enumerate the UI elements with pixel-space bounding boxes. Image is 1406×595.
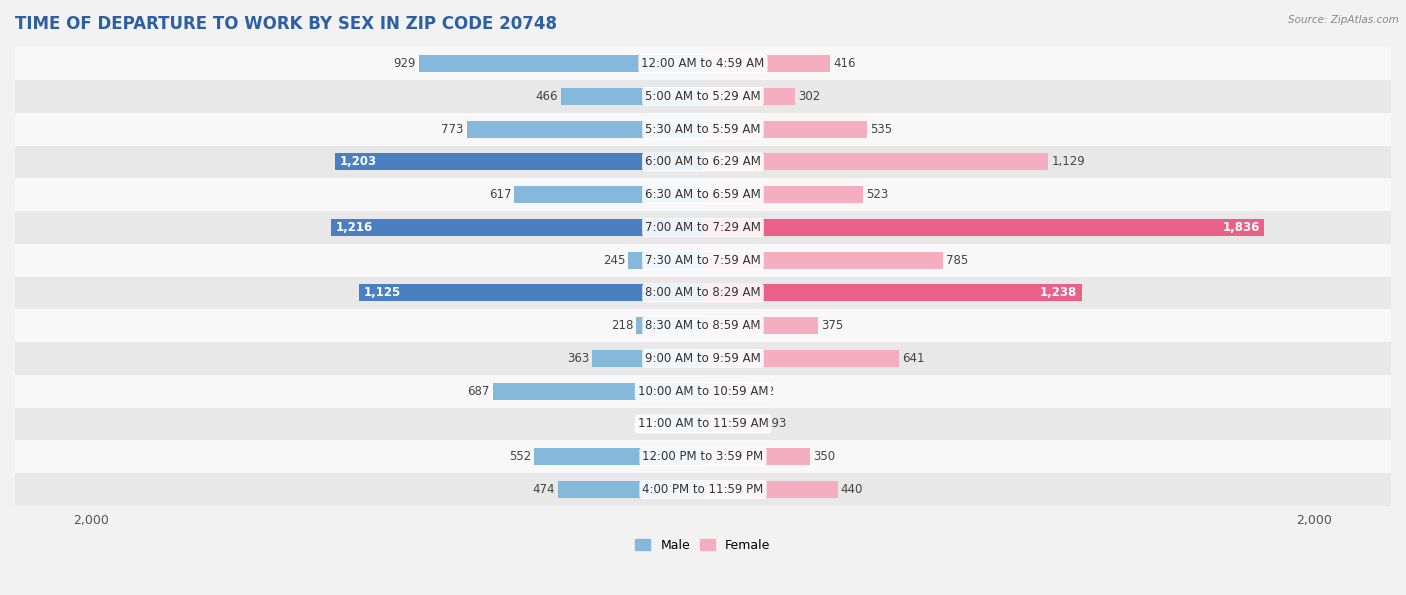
Bar — [0, 178, 1406, 211]
Text: 6:30 AM to 6:59 AM: 6:30 AM to 6:59 AM — [645, 188, 761, 201]
Bar — [703, 219, 1264, 236]
Bar — [419, 55, 703, 72]
Text: 5:00 AM to 5:29 AM: 5:00 AM to 5:29 AM — [645, 90, 761, 103]
Text: 1,238: 1,238 — [1039, 286, 1077, 299]
Text: 687: 687 — [468, 385, 489, 397]
Text: 363: 363 — [567, 352, 589, 365]
Bar — [0, 113, 1406, 146]
Bar — [0, 277, 1406, 309]
Bar — [703, 55, 830, 72]
Text: 9:00 AM to 9:59 AM: 9:00 AM to 9:59 AM — [645, 352, 761, 365]
Text: 773: 773 — [441, 123, 464, 136]
Bar — [703, 88, 796, 105]
Text: 12:00 PM to 3:59 PM: 12:00 PM to 3:59 PM — [643, 450, 763, 463]
Bar — [0, 375, 1406, 408]
Text: 7:00 AM to 7:29 AM: 7:00 AM to 7:29 AM — [645, 221, 761, 234]
Text: 12:00 AM to 4:59 AM: 12:00 AM to 4:59 AM — [641, 57, 765, 70]
Text: 4:00 PM to 11:59 PM: 4:00 PM to 11:59 PM — [643, 483, 763, 496]
Text: 5:30 AM to 5:59 AM: 5:30 AM to 5:59 AM — [645, 123, 761, 136]
Bar — [0, 473, 1406, 506]
Text: 218: 218 — [612, 319, 633, 332]
Text: 552: 552 — [509, 450, 531, 463]
Text: 929: 929 — [394, 57, 416, 70]
Text: Source: ZipAtlas.com: Source: ZipAtlas.com — [1288, 15, 1399, 25]
Bar — [592, 350, 703, 367]
Bar — [534, 448, 703, 465]
Text: 7:30 AM to 7:59 AM: 7:30 AM to 7:59 AM — [645, 253, 761, 267]
Text: 375: 375 — [821, 319, 844, 332]
Text: TIME OF DEPARTURE TO WORK BY SEX IN ZIP CODE 20748: TIME OF DEPARTURE TO WORK BY SEX IN ZIP … — [15, 15, 557, 33]
Text: 523: 523 — [866, 188, 889, 201]
Bar — [703, 317, 818, 334]
Text: 466: 466 — [534, 90, 557, 103]
Bar — [703, 154, 1049, 170]
Bar — [335, 154, 703, 170]
Legend: Male, Female: Male, Female — [630, 534, 776, 557]
Bar — [703, 350, 898, 367]
Bar — [628, 252, 703, 269]
Text: 1,216: 1,216 — [336, 221, 373, 234]
Text: 1,836: 1,836 — [1222, 221, 1260, 234]
Bar — [561, 88, 703, 105]
Bar — [0, 408, 1406, 440]
Text: 785: 785 — [946, 253, 969, 267]
Bar — [703, 186, 863, 203]
Bar — [558, 481, 703, 498]
Bar — [0, 309, 1406, 342]
Text: 1,125: 1,125 — [364, 286, 401, 299]
Text: 6:00 AM to 6:29 AM: 6:00 AM to 6:29 AM — [645, 155, 761, 168]
Bar — [332, 219, 703, 236]
Bar — [703, 383, 749, 400]
Text: 350: 350 — [813, 450, 835, 463]
Text: 8:30 AM to 8:59 AM: 8:30 AM to 8:59 AM — [645, 319, 761, 332]
Text: 416: 416 — [834, 57, 856, 70]
Bar — [0, 80, 1406, 113]
Text: 440: 440 — [841, 483, 863, 496]
Bar — [637, 317, 703, 334]
Bar — [0, 342, 1406, 375]
Bar — [0, 146, 1406, 178]
Bar — [0, 48, 1406, 80]
Bar — [0, 244, 1406, 277]
Bar — [359, 284, 703, 302]
Bar — [703, 252, 943, 269]
Bar — [703, 481, 838, 498]
Bar — [703, 448, 810, 465]
Text: 10:00 AM to 10:59 AM: 10:00 AM to 10:59 AM — [638, 385, 768, 397]
Text: 152: 152 — [752, 385, 775, 397]
Bar — [703, 284, 1081, 302]
Bar — [0, 211, 1406, 244]
Bar — [494, 383, 703, 400]
Text: 124: 124 — [640, 418, 662, 430]
Bar — [0, 440, 1406, 473]
Text: 474: 474 — [533, 483, 555, 496]
Bar — [467, 121, 703, 137]
Text: 535: 535 — [870, 123, 891, 136]
Bar — [703, 121, 866, 137]
Bar — [703, 415, 762, 433]
Text: 1,129: 1,129 — [1052, 155, 1085, 168]
Text: 1,203: 1,203 — [340, 155, 377, 168]
Text: 617: 617 — [489, 188, 512, 201]
Bar — [665, 415, 703, 433]
Text: 302: 302 — [799, 90, 821, 103]
Bar — [515, 186, 703, 203]
Text: 8:00 AM to 8:29 AM: 8:00 AM to 8:29 AM — [645, 286, 761, 299]
Text: 245: 245 — [603, 253, 626, 267]
Text: 641: 641 — [903, 352, 925, 365]
Text: 193: 193 — [765, 418, 787, 430]
Text: 11:00 AM to 11:59 AM: 11:00 AM to 11:59 AM — [638, 418, 768, 430]
